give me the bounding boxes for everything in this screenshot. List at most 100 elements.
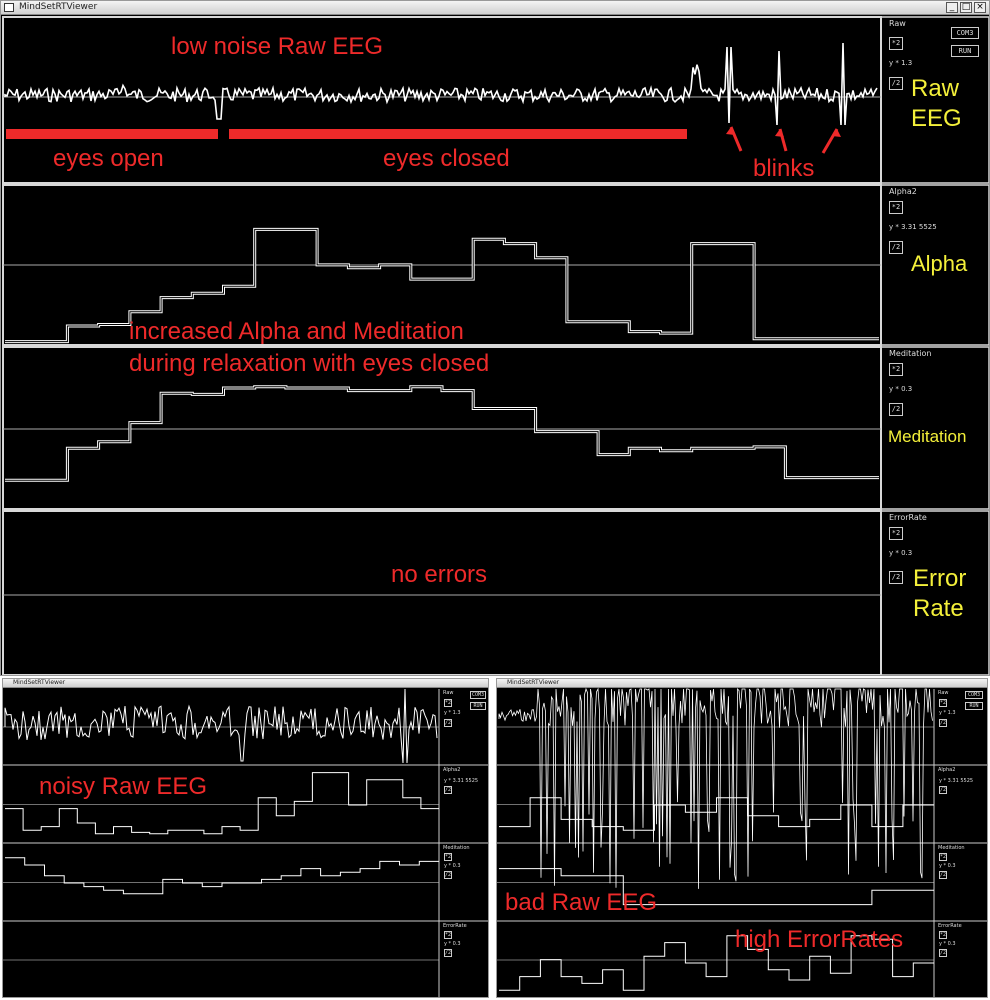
annotation-blinks: blinks	[753, 155, 815, 182]
zoom-in-button-raw[interactable]: *2	[889, 37, 903, 50]
com-port-button[interactable]: COM3	[951, 27, 979, 39]
channel-name-left-alpha: Alpha2	[443, 767, 461, 773]
channel-name-right-meditation: Meditation	[938, 845, 965, 851]
y-scale-left-raw: y * 1.3	[444, 710, 461, 716]
y-scale-meditation: y * 0.3	[889, 385, 913, 393]
noisy-viewer-window: MindSetRTViewer Raw COM3 RUN *2 y * 1.3 …	[2, 678, 489, 998]
bad-plots-canvas	[497, 687, 987, 997]
annotation-no-errors: no errors	[391, 561, 488, 588]
close-button[interactable]: ×	[974, 2, 986, 13]
meditation-trace	[5, 385, 879, 482]
y-scale-raw: y * 1.3	[889, 59, 913, 67]
window-title: MindSetRTViewer	[19, 2, 98, 12]
annotation-bad: bad Raw EEG	[505, 889, 658, 916]
noisy-alpha-trace	[5, 772, 439, 835]
side-label-error-2: Rate	[913, 595, 964, 622]
annotation-low-noise: low noise Raw EEG	[171, 33, 384, 60]
zoom-out-button-meditation[interactable]: /2	[889, 403, 903, 416]
zoom-in-button-left-error[interactable]: *2	[444, 931, 452, 939]
zoom-in-button-alpha[interactable]: *2	[889, 201, 903, 214]
side-label-alpha: Alpha	[911, 251, 968, 276]
channel-name-error: ErrorRate	[889, 513, 927, 522]
channel-name-left-meditation: Meditation	[443, 845, 470, 851]
run-button[interactable]: RUN	[951, 45, 979, 57]
zoom-out-button-left-raw[interactable]: /2	[444, 719, 452, 727]
maximize-button[interactable]: □	[960, 2, 972, 13]
com-port-button-right[interactable]: COM3	[965, 691, 983, 699]
channel-name-right-error: ErrorRate	[938, 923, 962, 929]
side-label-meditation: Meditation	[888, 427, 967, 446]
side-controls-right-raw: Raw COM3 RUN *2 y * 1.3 /2	[935, 689, 987, 765]
side-controls-meditation: Meditation *2 y * 0.3 /2 Meditation	[883, 347, 989, 509]
noisy-meditation-trace	[5, 857, 439, 895]
zoom-out-button-right-alpha[interactable]: /2	[939, 786, 947, 794]
zoom-out-button-right-error[interactable]: /2	[939, 949, 947, 957]
title-bar-right[interactable]: MindSetRTViewer	[497, 679, 987, 688]
zoom-out-button-left-alpha[interactable]: /2	[444, 786, 452, 794]
title-bar-left[interactable]: MindSetRTViewer	[3, 679, 488, 688]
alpha-trace-inner	[5, 228, 879, 343]
channel-name-right-raw: Raw	[938, 690, 949, 696]
noisy-raw-trace	[4, 688, 438, 764]
y-scale-right-raw: y * 1.3	[939, 710, 956, 716]
side-controls-left-alpha: Alpha2 y * 3.31 5525 /2	[440, 766, 488, 842]
blink-arrowhead-2	[832, 129, 841, 137]
zoom-in-button-left-raw[interactable]: *2	[444, 699, 452, 707]
window-title-right: MindSetRTViewer	[507, 679, 560, 686]
side-controls-right-meditation: Meditation *2 y * 0.3 /2	[935, 844, 987, 920]
zoom-out-button-right-raw[interactable]: /2	[939, 719, 947, 727]
raw-eeg-trace	[4, 42, 878, 126]
side-controls-right-error: ErrorRate *2 y * 0.3 /2	[935, 922, 987, 997]
main-viewer-window: MindSetRTViewer _ □ × Raw COM3 RUN *2 y …	[0, 0, 990, 676]
zoom-out-button-raw[interactable]: /2	[889, 77, 903, 90]
annotation-eyes-closed: eyes closed	[383, 145, 510, 172]
bad-raw-trace	[498, 687, 933, 889]
blink-arrowhead-1	[775, 129, 784, 137]
side-label-raw-1: Raw	[911, 75, 960, 102]
side-label-raw-2: EEG	[911, 105, 962, 132]
run-button-right[interactable]: RUN	[965, 702, 983, 710]
y-scale-left-alpha: y * 3.31 5525	[444, 778, 479, 784]
y-scale-right-alpha: y * 3.31 5525	[939, 778, 974, 784]
title-bar[interactable]: MindSetRTViewer _ □ ×	[1, 1, 989, 15]
run-button-left[interactable]: RUN	[470, 702, 486, 710]
y-scale-alpha: y * 3.31 5525	[889, 223, 937, 231]
y-scale-left-error: y * 0.3	[444, 941, 461, 947]
zoom-in-button-error[interactable]: *2	[889, 527, 903, 540]
side-controls-right-alpha: Alpha2 y * 3.31 5525 /2	[935, 766, 987, 842]
annotation-increased-2: during relaxation with eyes closed	[129, 350, 490, 377]
zoom-out-button-right-meditation[interactable]: /2	[939, 871, 947, 879]
zoom-out-button-left-error[interactable]: /2	[444, 949, 452, 957]
com-port-button-left[interactable]: COM3	[470, 691, 486, 699]
zoom-out-button-alpha[interactable]: /2	[889, 241, 903, 254]
zoom-in-button-left-meditation[interactable]: *2	[444, 853, 452, 861]
zoom-in-button-meditation[interactable]: *2	[889, 363, 903, 376]
minimize-button[interactable]: _	[946, 2, 958, 13]
side-frame-0	[880, 16, 989, 184]
eyes-closed-bar	[229, 129, 687, 139]
annotation-eyes-open: eyes open	[53, 145, 164, 172]
main-plots-canvas	[2, 16, 989, 675]
side-controls-left-error: ErrorRate *2 y * 0.3 /2	[440, 922, 488, 997]
annotation-noisy: noisy Raw EEG	[39, 773, 208, 800]
channel-name-left-raw: Raw	[443, 690, 454, 696]
bad-viewer-window: MindSetRTViewer Raw COM3 RUN *2 y * 1.3 …	[496, 678, 988, 998]
zoom-in-button-right-error[interactable]: *2	[939, 931, 947, 939]
y-scale-error: y * 0.3	[889, 549, 913, 557]
side-controls-left-meditation: Meditation *2 y * 0.3 /2	[440, 844, 488, 920]
y-scale-right-error: y * 0.3	[939, 941, 956, 947]
side-label-error-1: Error	[913, 565, 967, 592]
side-controls-raw: Raw COM3 RUN *2 y * 1.3 /2 Raw EEG	[883, 17, 989, 183]
channel-name-right-alpha: Alpha2	[938, 767, 956, 773]
side-frame-2	[880, 346, 989, 510]
zoom-in-button-right-meditation[interactable]: *2	[939, 853, 947, 861]
zoom-out-button-left-meditation[interactable]: /2	[444, 871, 452, 879]
annotation-high-error: high ErrorRates	[735, 926, 904, 953]
channel-name-left-error: ErrorRate	[443, 923, 467, 929]
annotation-increased-1: increased Alpha and Meditation	[129, 318, 464, 345]
zoom-in-button-right-raw[interactable]: *2	[939, 699, 947, 707]
side-controls-left-raw: Raw COM3 RUN *2 y * 1.3 /2	[440, 689, 488, 765]
channel-name-meditation: Meditation	[889, 349, 932, 358]
side-controls-error: ErrorRate *2 y * 0.3 /2 Error Rate	[883, 511, 989, 675]
zoom-out-button-error[interactable]: /2	[889, 571, 903, 584]
